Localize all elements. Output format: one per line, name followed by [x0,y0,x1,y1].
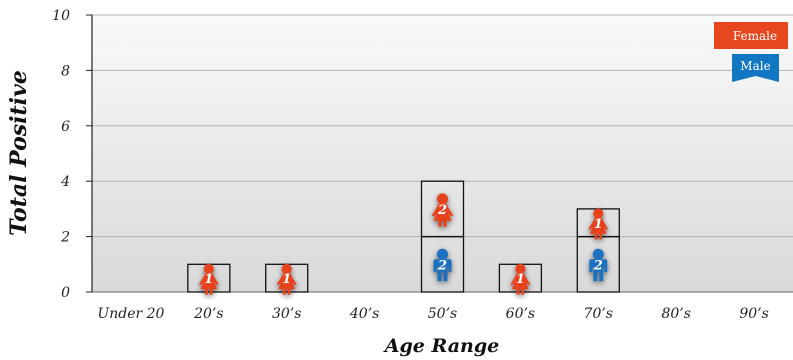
y-tick-labels: 0 2 4 6 8 10 [52,8,92,301]
legend-label-female: Female [733,29,777,43]
legend-label-male: Male [740,59,770,73]
data-label: 1 [204,272,213,287]
data-label: 2 [437,258,447,273]
bars: 1 1 2 2 1 2 1 [187,180,620,295]
x-tick-label: 40’s [349,306,379,322]
legend: Female Male [714,22,788,82]
data-label: 1 [282,272,291,287]
bar-segment-female: 1 [265,263,309,295]
bar-segment-female: 2 [420,180,465,238]
x-tick-label: 90’s [739,306,768,322]
female-figure-icon [431,193,454,227]
x-tick-label: 80’s [661,306,690,322]
x-tick-label: 70’s [584,306,613,322]
legend-item-male: Male [732,54,779,82]
x-tick-label: Under 20 [97,306,164,322]
bar-segment-female: 1 [576,208,620,240]
y-tick-label: 4 [60,174,70,190]
female-figure-icon [510,263,531,295]
female-figure-icon [276,263,297,295]
plot-area [92,15,793,292]
data-label: 1 [594,217,603,232]
legend-item-female: Female [714,22,788,49]
bar-segment-male: 2 [420,235,465,293]
bar-segment-female: 1 [498,263,543,295]
data-label: 1 [516,272,525,287]
x-tick-label: 20’s [193,306,223,322]
female-figure-icon [198,263,219,295]
male-figure-icon [433,248,452,282]
x-tick-label: 60’s [506,306,535,322]
data-label: 2 [437,203,447,218]
female-figure-icon [588,208,609,240]
y-axis-title: Total Positive [6,70,32,236]
x-tick-label: 30’s [272,306,301,322]
x-tick-label: 50’s [428,306,457,322]
x-axis-title: Age Range [383,335,499,357]
bar-segment-female: 1 [187,263,231,295]
y-tick-label: 6 [61,119,70,135]
y-tick-label: 0 [61,285,70,301]
y-tick-label: 2 [60,230,70,246]
male-figure-icon [589,248,608,282]
y-tick-label: 8 [61,63,70,79]
bar-outline [420,180,465,238]
x-tick-labels: Under 20 20’s 30’s 40’s 50’s 60’s 70’s 80’s 90’s [97,306,768,322]
data-label: 2 [593,258,603,273]
y-tick-label: 10 [52,8,70,24]
